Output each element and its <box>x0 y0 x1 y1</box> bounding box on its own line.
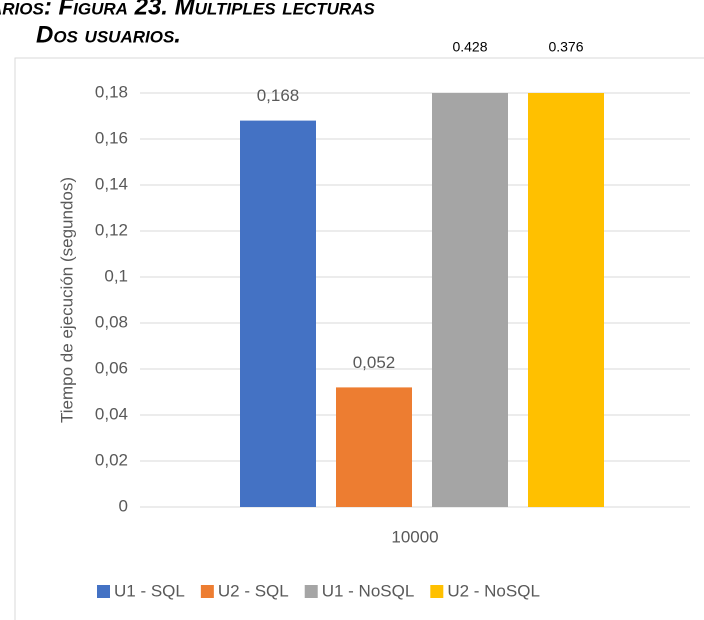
y-tick-label: 0,12 <box>95 220 128 239</box>
bar <box>432 93 508 507</box>
legend-swatch <box>97 585 110 598</box>
legend-label: U1 - NoSQL <box>322 581 415 600</box>
data-label: 0,052 <box>353 353 396 372</box>
bar <box>336 387 412 507</box>
bar <box>240 120 316 507</box>
data-label: 0.428 <box>452 39 487 55</box>
x-tick-label: 10000 <box>391 527 438 546</box>
y-tick-label: 0,02 <box>95 450 128 469</box>
legend-swatch <box>200 585 214 598</box>
chart-subtitle: Dos usuarios. <box>36 21 181 48</box>
legend-label: U2 - SQL <box>218 581 289 600</box>
legend-swatch <box>430 585 444 598</box>
data-label: 0.376 <box>548 39 583 55</box>
y-tick-label: 0,16 <box>95 128 128 147</box>
y-tick-label: 0,18 <box>95 82 128 101</box>
y-tick-label: 0,1 <box>104 266 128 285</box>
y-tick-label: 0,04 <box>95 404 128 423</box>
legend-label: U2 - NoSQL <box>447 581 540 600</box>
legend-swatch <box>304 585 318 598</box>
y-tick-label: 0,06 <box>95 358 128 377</box>
y-axis-label: Tiempo de ejecución (segundos) <box>57 177 76 423</box>
legend-label: U1 - SQL <box>114 581 185 600</box>
y-tick-label: 0 <box>119 496 128 515</box>
y-tick-label: 0,14 <box>95 174 128 193</box>
bar <box>528 93 604 507</box>
data-label: 0,168 <box>257 86 300 105</box>
chart-title: arios: Figura 23. Multiples lecturas <box>0 0 375 20</box>
y-tick-label: 0,08 <box>95 312 128 331</box>
